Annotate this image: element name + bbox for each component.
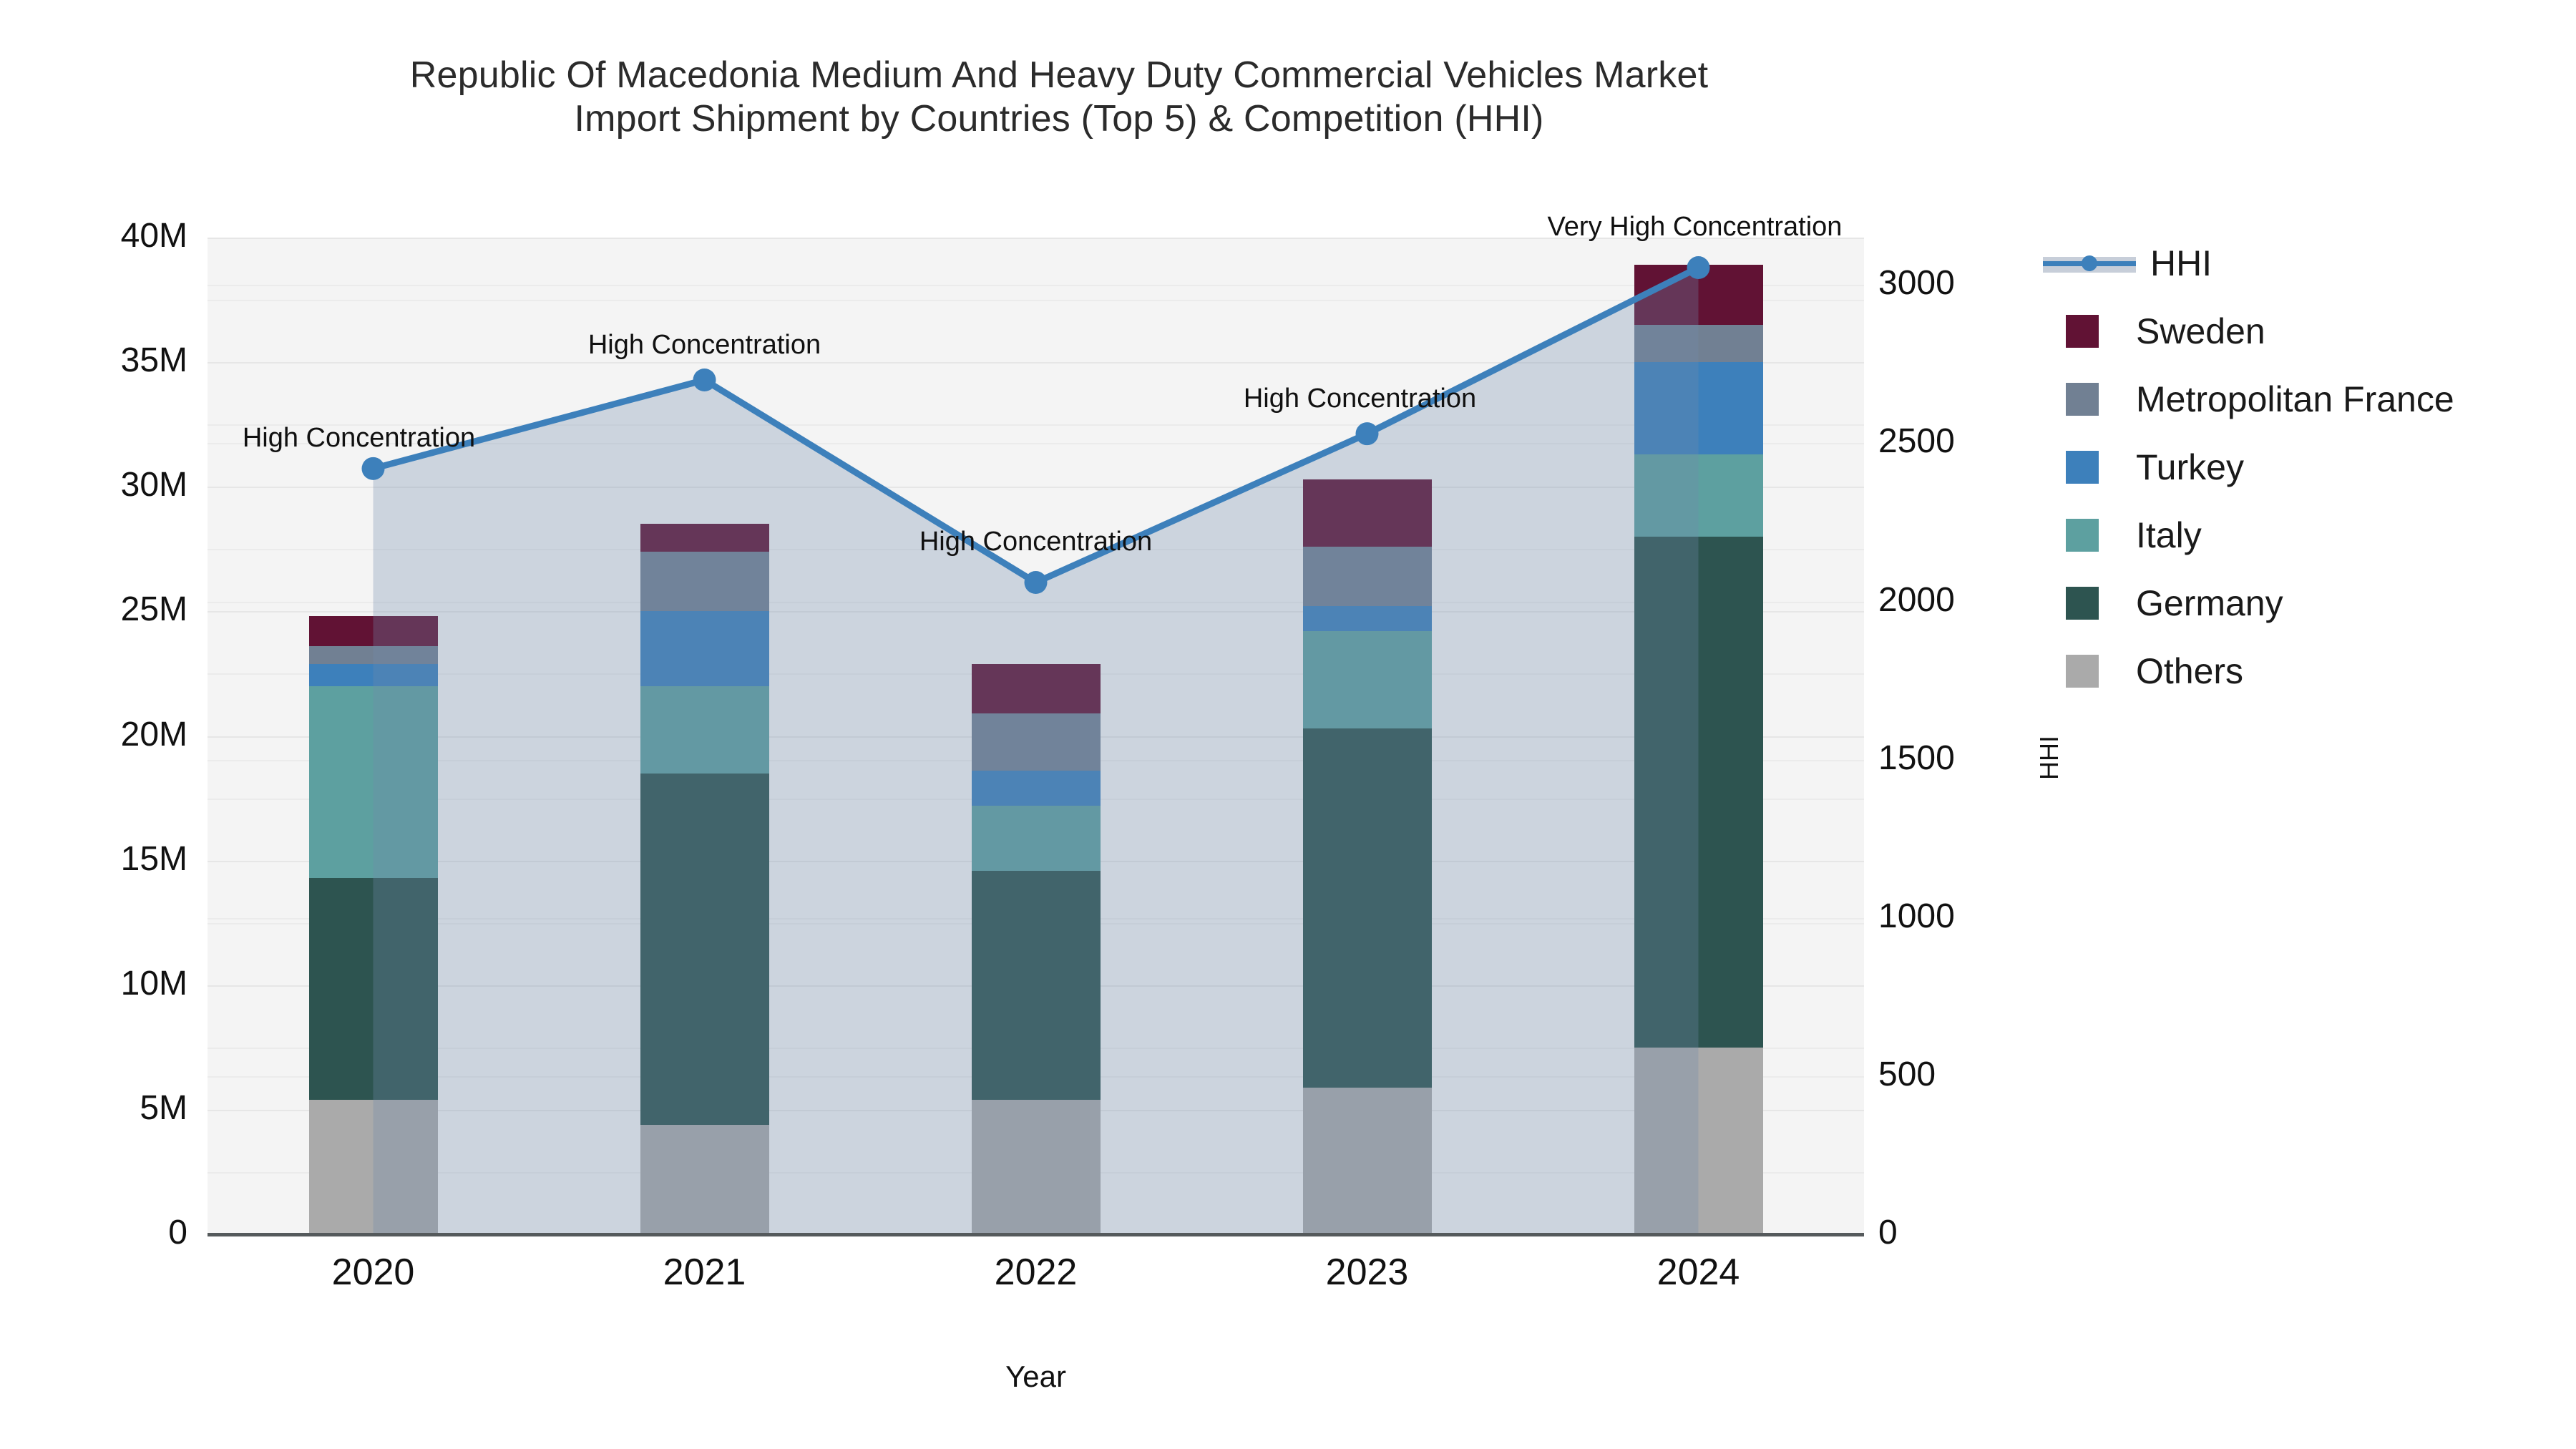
x-axis-title: Year [1005, 1360, 1066, 1393]
bar-segment [1302, 631, 1432, 729]
legend-item-label: HHI [2150, 243, 2212, 283]
y-axis-left-tick-label: 0 [168, 1214, 187, 1252]
gridline [208, 238, 1864, 239]
legend-color-swatch [2066, 382, 2099, 416]
y-axis-right-tick-label: 2000 [1878, 580, 1955, 619]
y-axis-right-title: HHI [2034, 736, 2064, 780]
hhi-point-annotation: High Concentration [587, 330, 821, 360]
bar-segment [308, 616, 438, 647]
x-axis-line [208, 1233, 1864, 1236]
x-axis-tick-label: 2022 [994, 1252, 1078, 1293]
legend-item-label: Others [2136, 650, 2244, 691]
bar-segment [640, 611, 769, 686]
y-axis-left-tick-label: 40M [120, 217, 187, 255]
chart-title-line-1: Republic Of Macedonia Medium And Heavy D… [409, 54, 1709, 96]
y-axis-right-tick-label: 1500 [1878, 738, 1955, 777]
legend-color-swatch [2066, 450, 2099, 484]
legend-item-sweden[interactable]: Sweden [2043, 297, 2558, 365]
legend-item-label: Italy [2136, 514, 2202, 555]
bar-segment [971, 806, 1101, 871]
bar-segment [640, 1124, 769, 1234]
bar-segment [1302, 546, 1432, 607]
x-axis-tick-label: 2021 [663, 1252, 746, 1293]
bar-segment [971, 663, 1101, 714]
bar-segment [308, 646, 438, 664]
y-axis-left-tick-label: 20M [120, 715, 187, 753]
legend-item-label: Sweden [2136, 311, 2265, 351]
bar-segment [1634, 362, 1763, 454]
y-axis-left-tick-label: 25M [120, 590, 187, 629]
bar-segment [971, 713, 1101, 771]
gridline [208, 300, 1864, 302]
bar-segment [308, 878, 438, 1100]
legend-color-swatch [2066, 518, 2099, 552]
x-axis-tick-label: 2023 [1325, 1252, 1409, 1293]
legend-item-label: Germany [2136, 582, 2283, 623]
bar-segment [1634, 324, 1763, 363]
bar-segment [1302, 728, 1432, 1088]
hhi-point-annotation: High Concentration [919, 527, 1153, 557]
legend-color-swatch [2066, 586, 2099, 620]
gridline-right [208, 285, 1864, 287]
y-axis-left-tick-label: 10M [120, 964, 187, 1002]
legend-line-marker-dot [2082, 255, 2097, 271]
legend-color-swatch [2066, 654, 2099, 688]
legend-item-hhi[interactable]: HHI [2043, 229, 2558, 297]
bar-segment [1634, 1047, 1763, 1234]
legend-item-label: Turkey [2136, 447, 2244, 487]
bar-segment [971, 1099, 1101, 1234]
legend-item-italy[interactable]: Italy [2043, 501, 2558, 569]
bar-segment [1302, 1087, 1432, 1234]
y-axis-left-tick-label: 5M [140, 1088, 187, 1127]
hhi-point-annotation: High Concentration [242, 422, 476, 453]
y-axis-left-tick-label: 15M [120, 839, 187, 878]
y-axis-right-tick-label: 2500 [1878, 422, 1955, 461]
gridline-right [208, 601, 1864, 603]
legend-item-others[interactable]: Others [2043, 637, 2558, 705]
gridline [208, 611, 1864, 613]
bar-segment [640, 551, 769, 612]
legend: HHI Sweden Metropolitan France Turkey Italy G… [2043, 229, 2558, 705]
legend-item-label: Metropolitan France [2136, 379, 2454, 419]
y-axis-right-tick-label: 0 [1878, 1214, 1898, 1252]
y-axis-left-tick-label: 35M [120, 341, 187, 380]
y-axis-right-tick-label: 1000 [1878, 897, 1955, 935]
bar-segment [1634, 265, 1763, 325]
chart-title-line-2: Import Shipment by Countries (Top 5) & C… [574, 98, 1544, 140]
bar-segment [1634, 536, 1763, 1048]
bar-segment [308, 663, 438, 686]
y-axis-right-tick-label: 500 [1878, 1055, 1936, 1093]
gridline [208, 362, 1864, 364]
y-axis-left-tick-label: 30M [120, 466, 187, 504]
bar-segment [971, 870, 1101, 1100]
x-axis-tick-label: 2020 [331, 1252, 415, 1293]
chart-title: Republic Of Macedonia Medium And Heavy D… [0, 54, 2118, 142]
hhi-point-annotation: Very High Concentration [1547, 212, 1843, 242]
legend-item-germany[interactable]: Germany [2043, 569, 2558, 637]
legend-item-turkey[interactable]: Turkey [2043, 433, 2558, 501]
gridline [208, 487, 1864, 489]
bar-segment [1302, 606, 1432, 632]
bar-segment [640, 773, 769, 1125]
legend-line-icon [2043, 247, 2136, 280]
x-axis-tick-label: 2024 [1657, 1252, 1740, 1293]
hhi-point-annotation: High Concentration [1243, 384, 1477, 414]
y-axis-right-tick-label: 3000 [1878, 264, 1955, 303]
bar-segment [640, 524, 769, 552]
bar-segment [1634, 454, 1763, 537]
bar-segment [971, 771, 1101, 806]
legend-color-swatch [2066, 314, 2099, 348]
legend-item-metropolitan-france[interactable]: Metropolitan France [2043, 365, 2558, 433]
bar-segment [1302, 479, 1432, 547]
bar-segment [640, 686, 769, 774]
bar-segment [308, 1099, 438, 1234]
bar-segment [308, 686, 438, 878]
